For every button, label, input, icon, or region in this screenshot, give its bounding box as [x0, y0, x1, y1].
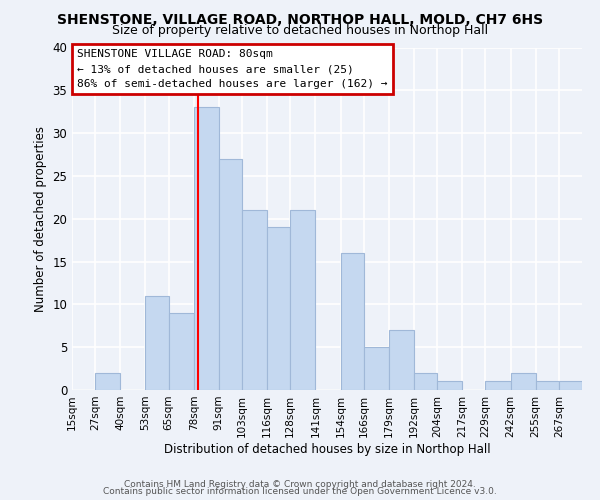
Y-axis label: Number of detached properties: Number of detached properties — [34, 126, 47, 312]
Bar — [559, 382, 582, 390]
Bar — [511, 373, 536, 390]
Text: Contains HM Land Registry data © Crown copyright and database right 2024.: Contains HM Land Registry data © Crown c… — [124, 480, 476, 489]
Bar — [145, 296, 169, 390]
Text: Size of property relative to detached houses in Northop Hall: Size of property relative to detached ho… — [112, 24, 488, 37]
Bar — [219, 159, 242, 390]
Bar — [290, 210, 316, 390]
Bar — [267, 228, 290, 390]
Bar — [389, 330, 414, 390]
Bar — [536, 382, 559, 390]
Text: Contains public sector information licensed under the Open Government Licence v3: Contains public sector information licen… — [103, 488, 497, 496]
Bar — [437, 382, 462, 390]
Bar — [95, 373, 120, 390]
X-axis label: Distribution of detached houses by size in Northop Hall: Distribution of detached houses by size … — [164, 442, 490, 456]
Bar — [242, 210, 267, 390]
Bar — [169, 313, 194, 390]
Text: SHENSTONE, VILLAGE ROAD, NORTHOP HALL, MOLD, CH7 6HS: SHENSTONE, VILLAGE ROAD, NORTHOP HALL, M… — [57, 12, 543, 26]
Bar — [414, 373, 437, 390]
Bar — [194, 108, 219, 390]
Bar — [364, 347, 389, 390]
Bar — [341, 253, 364, 390]
Text: SHENSTONE VILLAGE ROAD: 80sqm
← 13% of detached houses are smaller (25)
86% of s: SHENSTONE VILLAGE ROAD: 80sqm ← 13% of d… — [77, 49, 388, 89]
Bar — [485, 382, 511, 390]
